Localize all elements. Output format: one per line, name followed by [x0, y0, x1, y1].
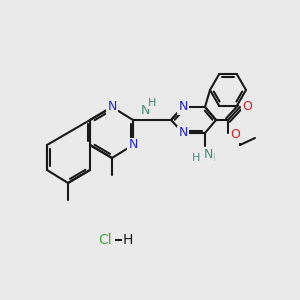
Text: H: H [148, 98, 156, 108]
Text: O: O [242, 100, 252, 113]
Text: N: N [178, 100, 188, 113]
Text: N: N [203, 148, 213, 160]
Text: N: N [178, 127, 188, 140]
Text: H: H [207, 153, 215, 163]
Text: Cl: Cl [98, 233, 112, 247]
Text: O: O [230, 128, 240, 142]
Text: N: N [140, 104, 150, 118]
Text: H: H [192, 153, 200, 163]
Text: H: H [123, 233, 133, 247]
Text: N: N [128, 139, 138, 152]
Text: N: N [107, 100, 117, 113]
